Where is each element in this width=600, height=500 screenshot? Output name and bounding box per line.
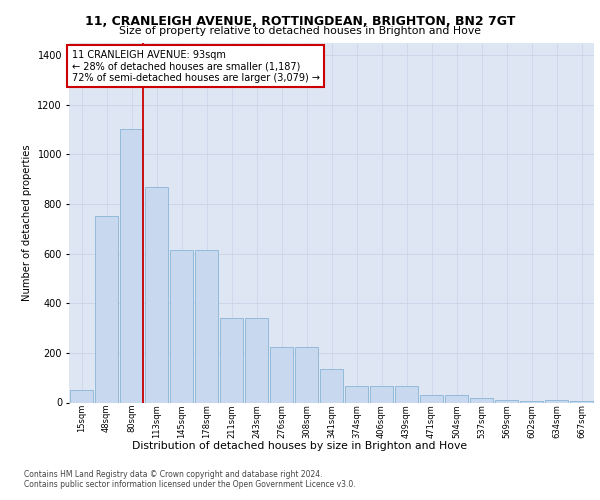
Bar: [145, 186, 168, 402]
Text: Size of property relative to detached houses in Brighton and Hove: Size of property relative to detached ho…: [119, 26, 481, 36]
Y-axis label: Number of detached properties: Number of detached properties: [22, 144, 32, 301]
Bar: [95, 216, 118, 402]
Bar: [120, 130, 143, 402]
Text: 11, CRANLEIGH AVENUE, ROTTINGDEAN, BRIGHTON, BN2 7GT: 11, CRANLEIGH AVENUE, ROTTINGDEAN, BRIGH…: [85, 15, 515, 28]
Bar: [470, 398, 493, 402]
Bar: [245, 318, 268, 402]
Text: Contains public sector information licensed under the Open Government Licence v3: Contains public sector information licen…: [24, 480, 356, 489]
Bar: [170, 250, 193, 402]
Text: Contains HM Land Registry data © Crown copyright and database right 2024.: Contains HM Land Registry data © Crown c…: [24, 470, 323, 479]
Bar: [220, 318, 243, 402]
Bar: [295, 346, 318, 403]
Bar: [495, 400, 518, 402]
Bar: [70, 390, 93, 402]
Bar: [420, 395, 443, 402]
Text: 11 CRANLEIGH AVENUE: 93sqm
← 28% of detached houses are smaller (1,187)
72% of s: 11 CRANLEIGH AVENUE: 93sqm ← 28% of deta…: [71, 50, 320, 83]
Bar: [370, 386, 393, 402]
Bar: [320, 369, 343, 402]
Text: Distribution of detached houses by size in Brighton and Hove: Distribution of detached houses by size …: [133, 441, 467, 451]
Bar: [345, 386, 368, 402]
Bar: [545, 400, 568, 402]
Bar: [395, 386, 418, 402]
Bar: [270, 346, 293, 403]
Bar: [445, 395, 468, 402]
Bar: [195, 250, 218, 402]
